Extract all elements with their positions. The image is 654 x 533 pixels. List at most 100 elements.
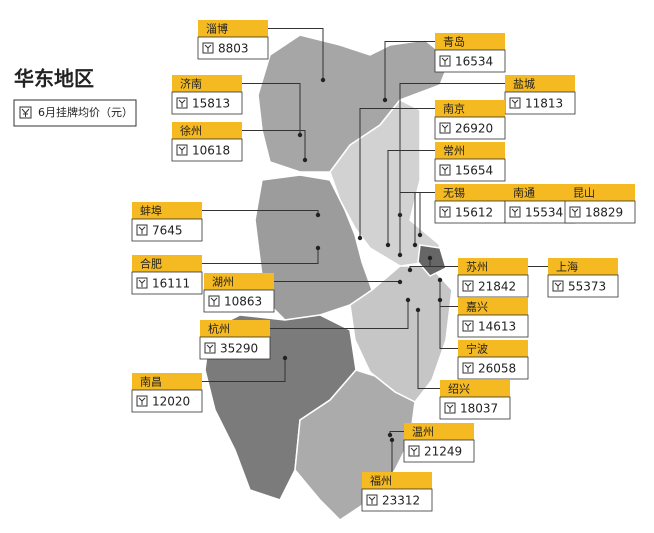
city-name: 常州 — [443, 145, 465, 158]
price-icon-symbol — [138, 226, 146, 234]
price-icon-symbol — [204, 44, 212, 52]
city-dot — [437, 297, 443, 303]
city-dot — [382, 97, 388, 103]
leader-line — [359, 108, 435, 238]
city-label: 合肥 16111 — [131, 255, 203, 295]
city-label: 蚌埠 7645 — [131, 202, 203, 242]
price-icon — [136, 395, 148, 407]
price-icon — [439, 206, 451, 218]
price-icon-symbol — [464, 322, 472, 330]
price-icon-symbol — [441, 208, 449, 216]
price-icon — [136, 224, 148, 236]
city-header — [200, 320, 270, 337]
price-icon — [439, 122, 451, 134]
city-price: 23312 — [382, 494, 420, 508]
leader-line — [387, 150, 435, 245]
city-dot — [405, 297, 411, 303]
city-name: 福州 — [370, 474, 392, 488]
city-price: 35290 — [220, 342, 258, 356]
price-icon-symbol — [441, 57, 449, 65]
city-header — [505, 75, 575, 92]
city-body — [457, 274, 529, 298]
city-price: 16534 — [455, 55, 493, 69]
city-label: 青岛 16534 — [434, 33, 506, 73]
city-body — [131, 389, 203, 413]
leader-line — [384, 41, 435, 100]
price-icon-symbol — [464, 282, 472, 290]
city-body — [171, 138, 243, 162]
city-name: 徐州 — [180, 124, 202, 138]
city-dot — [297, 132, 303, 138]
city-label: 杭州 35290 — [199, 320, 271, 360]
price-icon-symbol — [441, 124, 449, 132]
legend-box — [13, 99, 137, 127]
price-icon — [136, 277, 148, 289]
city-body — [434, 158, 506, 182]
city-header — [505, 184, 575, 201]
city-name: 青岛 — [443, 35, 465, 49]
city-body — [457, 314, 529, 338]
city-name: 湖州 — [212, 276, 234, 289]
city-dot — [397, 252, 403, 258]
city-price: 55373 — [568, 280, 606, 294]
city-label: 无锡 15612 — [434, 184, 506, 224]
city-header — [362, 472, 432, 489]
legend-icon — [19, 106, 32, 119]
city-header — [458, 298, 528, 315]
price-icon-symbol — [554, 282, 562, 290]
city-label: 济南 15813 — [171, 75, 243, 115]
city-dot — [385, 242, 391, 248]
city-name: 南通 — [513, 187, 535, 200]
leader-line — [268, 28, 324, 80]
city-header — [172, 75, 242, 92]
city-header — [435, 33, 505, 50]
city-price: 10863 — [224, 295, 262, 309]
city-price: 14613 — [478, 320, 516, 334]
leader-line — [270, 300, 409, 329]
leader-line — [202, 248, 319, 264]
city-price: 15612 — [455, 206, 493, 220]
price-icon — [366, 494, 378, 506]
city-price: 15534 — [525, 206, 563, 220]
price-icon-symbol — [571, 208, 579, 216]
city-dot — [315, 245, 321, 251]
price-icon — [202, 42, 214, 54]
city-price: 21842 — [478, 280, 516, 294]
city-header — [132, 255, 202, 272]
leader-line — [242, 83, 301, 135]
city-price: 26920 — [455, 122, 493, 136]
city-label: 上海 55373 — [547, 258, 619, 298]
city-name: 杭州 — [208, 322, 230, 336]
price-icon — [462, 362, 474, 374]
city-name: 嘉兴 — [466, 300, 488, 314]
city-body — [439, 396, 511, 420]
price-icon — [176, 97, 188, 109]
price-icon-symbol — [511, 99, 519, 107]
city-name: 南京 — [443, 102, 465, 116]
leader-line — [274, 281, 401, 282]
price-icon — [509, 206, 521, 218]
city-label: 昆山 18829 — [564, 184, 636, 224]
city-body — [403, 439, 475, 463]
city-body — [457, 356, 529, 380]
city-name: 苏州 — [466, 261, 488, 274]
leader-line — [202, 358, 286, 382]
city-header — [548, 258, 618, 275]
city-label: 宁波 26058 — [457, 340, 529, 380]
city-label: 绍兴 18037 — [439, 380, 511, 420]
price-icon — [462, 320, 474, 332]
city-body — [171, 91, 243, 115]
city-price: 15813 — [192, 97, 230, 111]
city-name: 温州 — [412, 426, 434, 439]
city-body — [434, 49, 506, 73]
city-name: 绍兴 — [448, 382, 470, 396]
price-icon — [552, 280, 564, 292]
city-dot — [387, 432, 393, 438]
price-icon — [204, 342, 216, 354]
zhejiang — [349, 265, 453, 403]
price-icon — [569, 206, 581, 218]
city-body — [203, 289, 275, 313]
city-name: 蚌埠 — [140, 204, 162, 218]
price-icon-symbol — [138, 397, 146, 405]
